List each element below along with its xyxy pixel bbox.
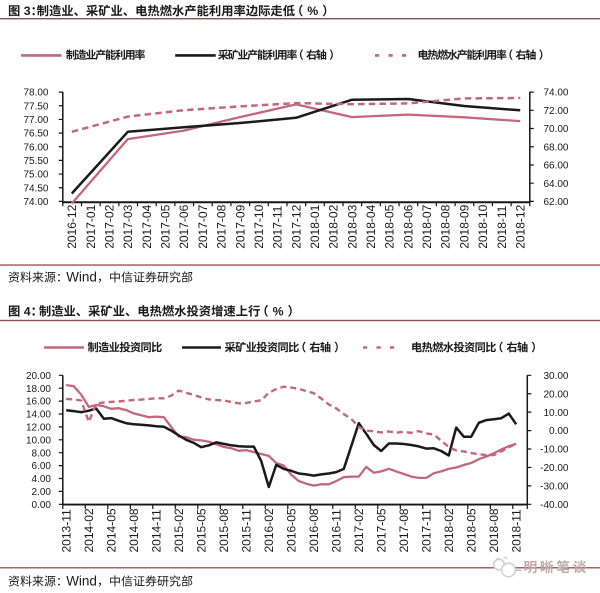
svg-text:30.00: 30.00	[543, 371, 568, 382]
svg-text:74.00: 74.00	[23, 197, 48, 208]
svg-text:2017-08: 2017-08	[397, 508, 411, 552]
svg-text:2016-05: 2016-05	[285, 508, 299, 552]
svg-text:77.50: 77.50	[23, 101, 48, 112]
svg-text:2017-06: 2017-06	[177, 204, 191, 248]
svg-text:2017-07: 2017-07	[196, 204, 210, 248]
svg-text:4.00: 4.00	[32, 474, 52, 485]
svg-text:75.50: 75.50	[23, 156, 48, 167]
svg-text:2016-12: 2016-12	[65, 204, 79, 248]
svg-text:16.00: 16.00	[26, 397, 51, 408]
svg-text:6.00: 6.00	[32, 461, 52, 472]
svg-text:2018-11: 2018-11	[495, 205, 509, 248]
svg-text:12.00: 12.00	[26, 423, 51, 434]
svg-text:76.50: 76.50	[23, 129, 48, 140]
svg-text:2018-04: 2018-04	[364, 204, 378, 248]
svg-text:2018-07: 2018-07	[420, 204, 434, 248]
svg-text:2018-06: 2018-06	[401, 204, 415, 248]
svg-text:74.50: 74.50	[23, 183, 48, 194]
svg-text:8.00: 8.00	[32, 448, 52, 459]
svg-text:62.00: 62.00	[543, 197, 568, 208]
svg-text:%: %	[273, 305, 284, 319]
svg-text:2014-02: 2014-02	[82, 508, 96, 552]
svg-text:2017-11: 2017-11	[271, 205, 285, 248]
svg-text:2016-02: 2016-02	[262, 508, 276, 552]
svg-text:2018-02: 2018-02	[442, 508, 456, 552]
svg-text:2017-02: 2017-02	[352, 508, 366, 552]
svg-text:3: 3	[24, 4, 31, 18]
svg-text:2018-05: 2018-05	[465, 508, 479, 552]
svg-text:75.00: 75.00	[23, 170, 48, 181]
svg-text:-30.00: -30.00	[540, 482, 569, 493]
svg-text:Wind: Wind	[66, 574, 97, 589]
svg-text:2018-12: 2018-12	[513, 204, 527, 248]
svg-text:2.00: 2.00	[32, 487, 52, 498]
svg-text:2018-11: 2018-11	[510, 509, 524, 552]
svg-text:78.00: 78.00	[23, 88, 48, 99]
svg-text:20.00: 20.00	[26, 371, 51, 382]
svg-text:2017-09: 2017-09	[233, 204, 247, 248]
svg-text:2017-10: 2017-10	[252, 204, 266, 248]
svg-text:2018-10: 2018-10	[476, 204, 490, 248]
svg-text:2017-01: 2017-01	[84, 204, 98, 248]
svg-text:2015-02: 2015-02	[172, 508, 186, 552]
svg-text:2017-05: 2017-05	[375, 508, 389, 552]
svg-text:2018-01: 2018-01	[308, 204, 322, 248]
svg-text:2018-08: 2018-08	[439, 204, 453, 248]
svg-text:66.00: 66.00	[543, 161, 568, 172]
svg-text:0.00: 0.00	[549, 426, 569, 437]
svg-text:2018-02: 2018-02	[327, 204, 341, 248]
svg-text:2015-05: 2015-05	[195, 508, 209, 552]
svg-text:2016-11: 2016-11	[330, 509, 344, 552]
svg-text:10.00: 10.00	[543, 408, 568, 419]
svg-text:2017-12: 2017-12	[289, 204, 303, 248]
svg-text:2015-11: 2015-11	[240, 509, 254, 552]
svg-text:-20.00: -20.00	[540, 463, 569, 474]
svg-text:2018-03: 2018-03	[345, 204, 359, 248]
svg-text:2017-02: 2017-02	[103, 204, 117, 248]
svg-text:2017-04: 2017-04	[140, 204, 154, 248]
svg-text:Wind: Wind	[66, 270, 97, 285]
svg-text:-10.00: -10.00	[540, 445, 569, 456]
svg-text:4: 4	[24, 305, 31, 319]
svg-text:68.00: 68.00	[543, 142, 568, 153]
svg-text:2014-08: 2014-08	[127, 508, 141, 552]
svg-text:10.00: 10.00	[26, 435, 51, 446]
svg-text:2014-05: 2014-05	[105, 508, 119, 552]
svg-text:14.00: 14.00	[26, 410, 51, 421]
svg-text:2017-03: 2017-03	[121, 204, 135, 248]
svg-text:72.00: 72.00	[543, 106, 568, 117]
svg-text:2018-09: 2018-09	[457, 204, 471, 248]
svg-text:2017-08: 2017-08	[215, 204, 229, 248]
svg-text:2014-11: 2014-11	[150, 509, 164, 552]
svg-text:2017-11: 2017-11	[420, 509, 434, 552]
svg-text:2018-05: 2018-05	[383, 204, 397, 248]
svg-text:0.00: 0.00	[32, 500, 52, 511]
svg-text:74.00: 74.00	[543, 88, 568, 99]
svg-text:2013-11: 2013-11	[60, 509, 74, 552]
svg-text:2018-08: 2018-08	[487, 508, 501, 552]
svg-text:70.00: 70.00	[543, 124, 568, 135]
svg-text:2016-08: 2016-08	[307, 508, 321, 552]
svg-text:76.00: 76.00	[23, 142, 48, 153]
svg-text:-40.00: -40.00	[540, 500, 569, 511]
svg-text:18.00: 18.00	[26, 384, 51, 395]
svg-text:%: %	[307, 4, 318, 18]
svg-text:2017-05: 2017-05	[159, 204, 173, 248]
svg-text:20.00: 20.00	[543, 389, 568, 400]
svg-text:64.00: 64.00	[543, 179, 568, 190]
svg-text:2015-08: 2015-08	[217, 508, 231, 552]
svg-text:77.00: 77.00	[23, 115, 48, 126]
